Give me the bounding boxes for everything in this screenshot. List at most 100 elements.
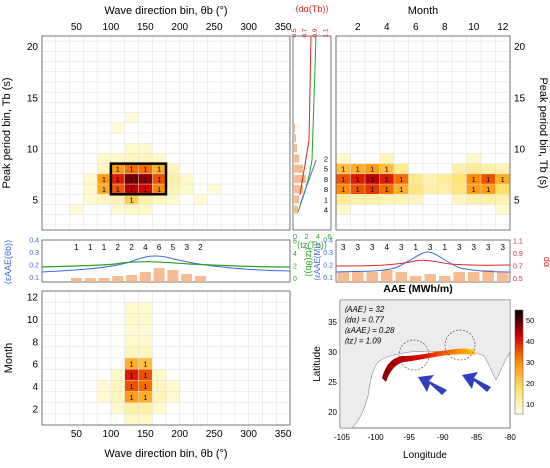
y-tick-label: 4: [32, 382, 38, 393]
bar-count-label: 3: [472, 243, 477, 252]
cell-value: 1: [370, 185, 374, 194]
bar: [194, 276, 206, 282]
x-axis-label: Month: [408, 5, 439, 17]
bar-count-label: 4: [143, 243, 148, 252]
y-tick-label: 30: [328, 348, 337, 357]
bottom-tick-label: 4: [316, 232, 320, 241]
heat-cell: [336, 184, 351, 195]
haze-cell: [166, 194, 180, 205]
heat-cell: [110, 184, 125, 195]
wave-arrow-west: [418, 375, 447, 395]
left-tick-label: 0.2: [29, 263, 39, 270]
heat-cell: [124, 173, 139, 185]
heat-cell: [138, 173, 153, 185]
left-tick-labels: 0.1 0.2 0.3 0.4: [323, 238, 333, 283]
haze-cell: [97, 163, 111, 174]
haze-cell: [379, 153, 394, 164]
y-tick-label: 10: [514, 144, 526, 155]
bar: [468, 272, 480, 282]
heat-cell: [124, 184, 139, 195]
bar-count-label: 1: [324, 195, 328, 204]
bar: [294, 154, 299, 163]
haze-cell: [124, 153, 139, 164]
colorbar-tick-label: 20: [526, 379, 534, 388]
cell-value: 1: [399, 185, 403, 194]
bars: [337, 270, 509, 282]
bar: [112, 276, 124, 282]
haze-cell: [495, 163, 510, 174]
heat-cell: [365, 163, 380, 174]
haze-cell: [152, 153, 166, 164]
y-axis-label: Peak period bin, Tb (s): [537, 77, 549, 188]
y-axis-label: Peak period bin, Tb (s): [1, 77, 13, 188]
haze-cell: [152, 380, 166, 392]
cell-value: 1: [116, 175, 120, 184]
left-tick-label: 0.4: [29, 238, 39, 245]
heat-cell: [336, 173, 351, 185]
bars: [294, 123, 306, 214]
left-tick-label: 0.3: [323, 250, 333, 257]
bar-count-label: 3: [428, 243, 433, 252]
heat-cell: [466, 184, 481, 195]
bar: [381, 270, 393, 282]
haze-cell: [166, 380, 180, 392]
haze-cell: [179, 184, 194, 195]
left-tick-label: 0.3: [29, 250, 39, 257]
haze-cell: [138, 153, 153, 164]
bar: [439, 276, 451, 282]
haze-cell: [452, 163, 467, 174]
haze-cell: [466, 194, 481, 205]
bar-count-label: 4: [324, 206, 328, 215]
cell-value: 1: [157, 185, 161, 194]
haze-cell: [110, 122, 125, 133]
y-tick-label: 15: [514, 93, 526, 104]
bar: [410, 276, 422, 282]
x-tick-label: 50: [71, 429, 83, 440]
heat-cell: [138, 358, 153, 370]
bar-count-label: 3: [399, 243, 404, 252]
haze-cell: [110, 204, 125, 215]
left-axis-label: ⟨εAAE(M)⟩: [313, 243, 322, 281]
x-tick-label: -80: [504, 433, 516, 442]
haze-cell: [423, 173, 438, 185]
bar-count-label: 8: [324, 175, 328, 184]
bar-count-label: 3: [486, 243, 491, 252]
haze-cell: [452, 194, 467, 205]
x-tick-label: 350: [275, 429, 292, 440]
heat-cell: [350, 184, 365, 195]
heat-cell: [481, 184, 496, 195]
haze-cell: [495, 184, 510, 195]
haze-cell: [124, 302, 139, 314]
bottom-tick-label: 6: [327, 232, 331, 241]
bar-count-label: 3: [457, 243, 462, 252]
haze-cell: [193, 194, 208, 205]
wave-arrow-east: [462, 372, 491, 392]
haze-cell: [495, 194, 510, 205]
bar-count-label: 1: [74, 243, 79, 252]
heat-cell: [379, 184, 394, 195]
plot-frame: [41, 35, 291, 231]
y-tick-label: 20: [328, 408, 337, 417]
cell-value: 1: [486, 185, 490, 194]
bottom-tick-label: 0: [293, 232, 297, 241]
left-tick-label: 0.4: [323, 238, 333, 245]
bar-count-label: 6: [157, 243, 162, 252]
bar: [497, 272, 509, 282]
bar-count-label: 1: [88, 243, 93, 252]
x-tick-labels: 2 4 6 8 10 12: [355, 22, 509, 33]
bar: [424, 274, 436, 282]
cell-value: 1: [399, 175, 403, 184]
bar: [294, 164, 303, 173]
haze-cell: [452, 173, 467, 185]
cell-value: 1: [143, 175, 147, 184]
colorbar-tick-label: 50: [526, 316, 534, 325]
cell-value: 1: [385, 185, 389, 194]
bar: [294, 174, 306, 184]
heat-cell: [350, 173, 365, 185]
y-tick-label: 12: [27, 293, 39, 304]
